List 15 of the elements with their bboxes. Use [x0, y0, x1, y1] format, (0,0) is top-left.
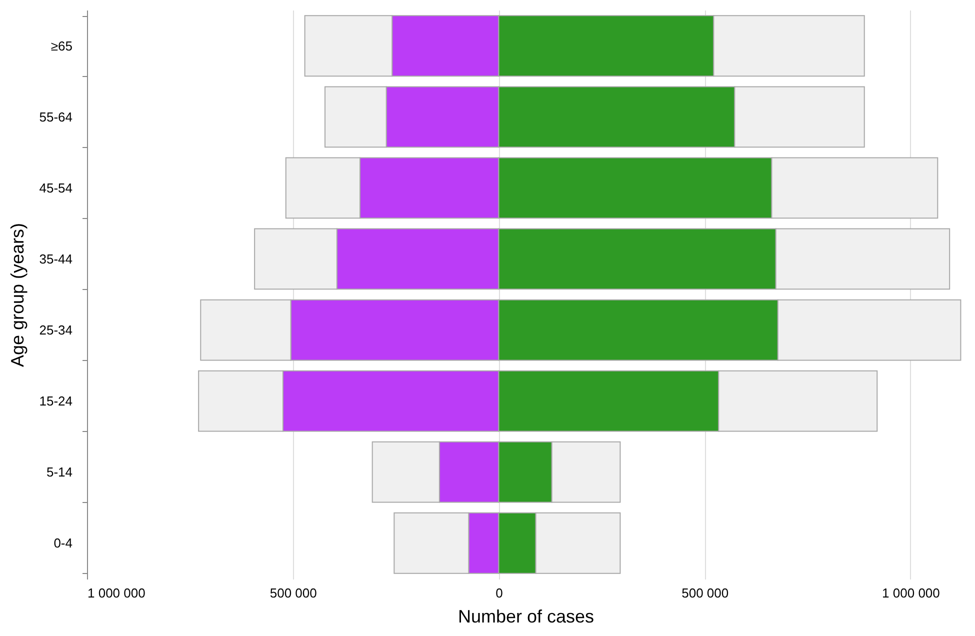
x-axis-title: Number of cases: [458, 606, 594, 626]
y-tick-label: 45-54: [39, 180, 72, 196]
y-tick-label: 35-44: [39, 251, 72, 266]
y-tick-label: 25-34: [39, 322, 72, 338]
y-tick-label: 0-4: [54, 536, 72, 551]
x-tick-label: 1 000 000: [88, 586, 146, 600]
x-tick-label: 1 000 000: [882, 586, 940, 600]
x-tick-label: 0: [496, 586, 503, 600]
x-tick-label: 500 000: [270, 586, 317, 600]
y-tick-label: 5-14: [46, 464, 72, 480]
y-tick-label: ≥65: [50, 38, 72, 54]
x-tick-label: 500 000: [682, 586, 729, 600]
y-axis-title: Age group (years): [7, 222, 28, 368]
y-tick-label: 55-64: [39, 109, 72, 124]
y-tick-label: 15-24: [39, 394, 72, 409]
